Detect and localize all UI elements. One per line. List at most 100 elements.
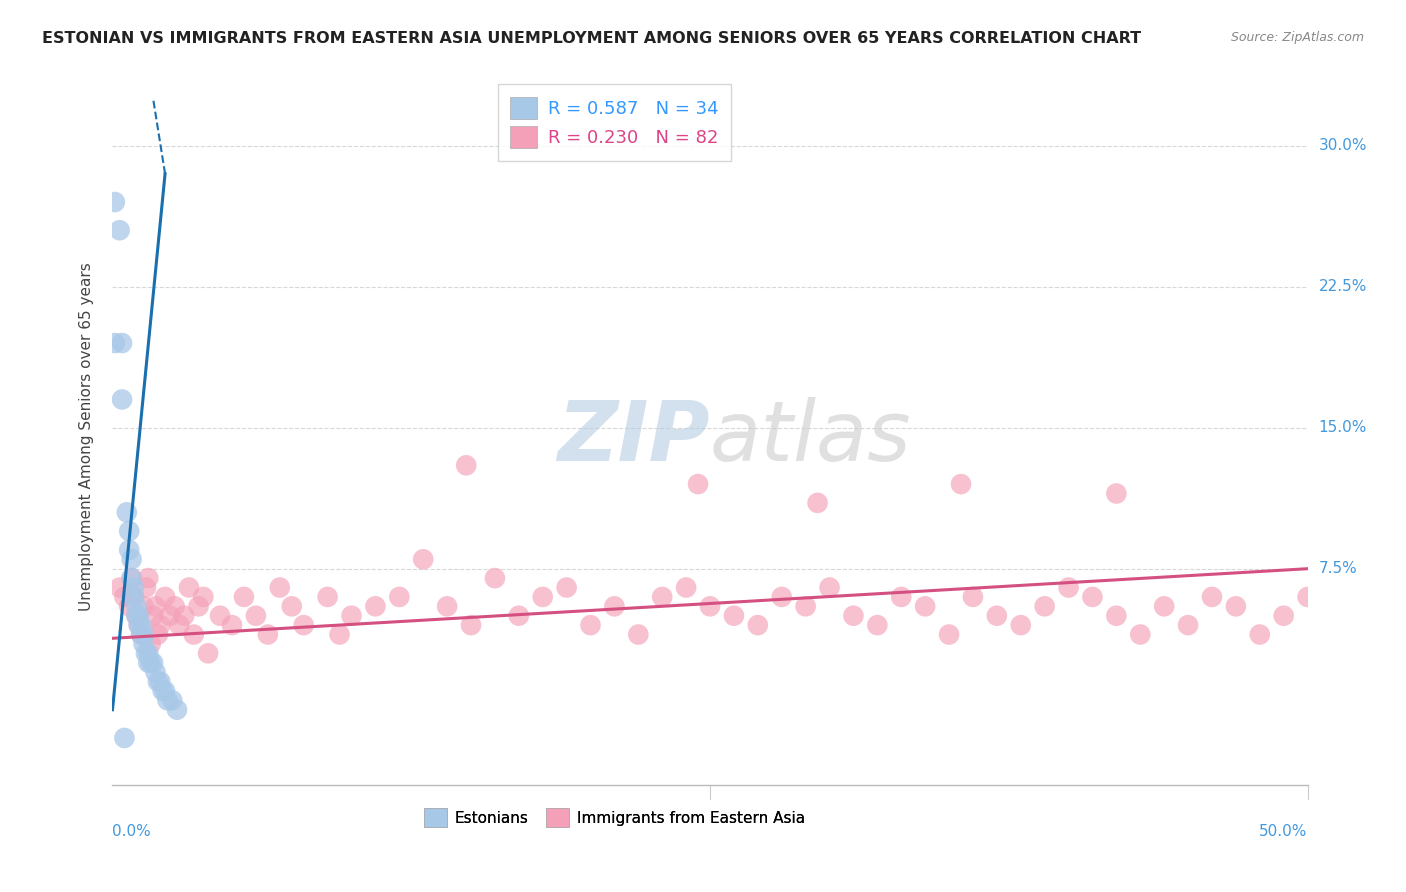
Point: [118, 599, 141, 614]
Point: [128, 618, 150, 632]
Point: [139, 637, 162, 651]
Point: [579, 618, 602, 632]
Point: [412, 552, 434, 566]
Point: [866, 618, 889, 632]
Point: [108, 223, 131, 237]
Point: [914, 599, 936, 614]
Text: 30.0%: 30.0%: [1319, 138, 1367, 153]
Point: [115, 505, 138, 519]
Point: [1081, 590, 1104, 604]
Text: 7.5%: 7.5%: [1319, 561, 1357, 576]
Point: [169, 618, 191, 632]
Point: [125, 599, 148, 614]
Y-axis label: Unemployment Among Seniors over 65 years: Unemployment Among Seniors over 65 years: [79, 263, 94, 611]
Point: [104, 336, 127, 351]
Point: [245, 608, 267, 623]
Point: [159, 608, 181, 623]
Point: [162, 693, 183, 707]
Text: 50.0%: 50.0%: [1260, 824, 1308, 838]
Point: [122, 581, 145, 595]
Point: [166, 703, 188, 717]
Point: [132, 637, 155, 651]
Point: [135, 581, 157, 595]
Point: [121, 552, 143, 566]
Point: [139, 656, 162, 670]
Point: [651, 590, 673, 604]
Point: [1105, 608, 1128, 623]
Point: [329, 627, 352, 641]
Point: [1010, 618, 1032, 632]
Point: [388, 590, 411, 604]
Point: [146, 674, 169, 689]
Point: [508, 608, 530, 623]
Legend: Estonians, Immigrants from Eastern Asia: Estonians, Immigrants from Eastern Asia: [418, 802, 811, 833]
Point: [436, 599, 458, 614]
Point: [770, 590, 793, 604]
Point: [938, 627, 960, 641]
Point: [794, 599, 817, 614]
Point: [890, 590, 912, 604]
Point: [627, 627, 650, 641]
Text: 15.0%: 15.0%: [1319, 420, 1367, 435]
Point: [138, 646, 160, 660]
Point: [156, 693, 179, 707]
Text: Source: ZipAtlas.com: Source: ZipAtlas.com: [1230, 31, 1364, 45]
Point: [484, 571, 506, 585]
Point: [1177, 618, 1199, 632]
Point: [118, 524, 141, 538]
Point: [138, 656, 160, 670]
Point: [152, 684, 174, 698]
Point: [135, 646, 157, 660]
Point: [142, 656, 165, 670]
Text: ZIP: ZIP: [557, 397, 710, 477]
Text: atlas: atlas: [710, 397, 911, 477]
Point: [129, 627, 152, 641]
Point: [153, 590, 176, 604]
Point: [340, 608, 363, 623]
Point: [1272, 608, 1295, 623]
Point: [129, 627, 152, 641]
Point: [104, 194, 127, 209]
Point: [183, 627, 205, 641]
Point: [257, 627, 280, 641]
Point: [118, 542, 141, 557]
Point: [675, 581, 697, 595]
Point: [986, 608, 1008, 623]
Point: [723, 608, 745, 623]
Point: [125, 608, 148, 623]
Point: [1201, 590, 1223, 604]
Point: [555, 581, 578, 595]
Point: [138, 571, 160, 585]
Text: 22.5%: 22.5%: [1319, 279, 1367, 294]
Point: [807, 496, 830, 510]
Point: [364, 599, 387, 614]
Point: [193, 590, 215, 604]
Point: [1105, 486, 1128, 500]
Point: [122, 590, 145, 604]
Point: [108, 581, 131, 595]
Point: [187, 599, 209, 614]
Point: [153, 684, 176, 698]
Point: [316, 590, 339, 604]
Point: [292, 618, 315, 632]
Point: [145, 665, 167, 680]
Point: [122, 590, 145, 604]
Point: [699, 599, 721, 614]
Point: [145, 599, 167, 614]
Point: [149, 618, 172, 632]
Point: [132, 599, 155, 614]
Point: [456, 458, 478, 473]
Point: [1296, 590, 1319, 604]
Text: 0.0%: 0.0%: [112, 824, 152, 838]
Point: [121, 571, 143, 585]
Point: [129, 618, 152, 632]
Point: [603, 599, 626, 614]
Point: [197, 646, 219, 660]
Point: [142, 608, 165, 623]
Point: [1057, 581, 1080, 595]
Point: [281, 599, 304, 614]
Text: ESTONIAN VS IMMIGRANTS FROM EASTERN ASIA UNEMPLOYMENT AMONG SENIORS OVER 65 YEAR: ESTONIAN VS IMMIGRANTS FROM EASTERN ASIA…: [42, 31, 1142, 46]
Point: [111, 336, 134, 351]
Point: [1129, 627, 1152, 641]
Point: [146, 627, 169, 641]
